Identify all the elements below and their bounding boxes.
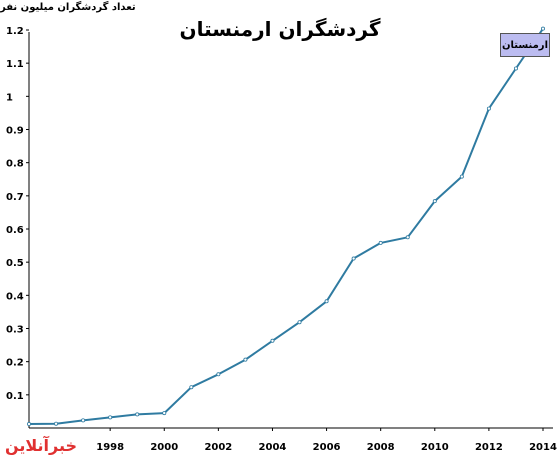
watermark-logo-text: خبرآنلاین	[6, 435, 76, 455]
x-tick-label: 2014	[529, 442, 557, 453]
data-point	[324, 299, 329, 304]
data-point	[216, 372, 221, 377]
y-tick-label: 0.7	[6, 192, 24, 203]
data-point	[26, 422, 31, 427]
data-point	[162, 411, 167, 416]
series-line	[28, 28, 544, 425]
y-tick-label: 0.2	[6, 358, 24, 369]
chart-title: گردشگران ارمنستان	[179, 17, 381, 41]
watermark-logo: خبرآنلاین	[6, 435, 76, 455]
data-point	[81, 418, 86, 423]
legend-item-series: ارمنستان	[500, 33, 550, 57]
data-point	[270, 338, 275, 343]
y-tick-label: 1.2	[6, 26, 24, 37]
x-tick-label: 2012	[475, 442, 503, 453]
data-point	[54, 421, 59, 426]
data-point	[189, 385, 194, 390]
y-tick-group: 0.1 0.2 0.3 0.4 0.5 0.6 0.7 0.8 0.9 1 1.1 1.2	[6, 26, 29, 402]
data-point	[378, 240, 383, 245]
x-tick-label: 1998	[96, 442, 124, 453]
series-group	[26, 26, 546, 427]
data-point	[135, 412, 140, 417]
x-tick-label: 2008	[367, 442, 395, 453]
data-point	[297, 320, 302, 325]
y-tick-label: 0.6	[6, 225, 24, 236]
data-point	[351, 256, 356, 261]
y-tick-label: 0.5	[6, 258, 24, 269]
data-point	[486, 106, 491, 111]
data-point	[243, 357, 248, 362]
y-tick-label: 0.1	[6, 391, 24, 402]
data-point	[513, 66, 518, 71]
data-point	[432, 199, 437, 204]
x-tick-group: 1998 2000 2002 2004 2006 2008 2010 2012 2014	[96, 428, 557, 453]
x-tick-label: 2000	[150, 442, 178, 453]
y-tick-label: 0.8	[6, 159, 24, 170]
data-point	[108, 415, 113, 420]
y-tick-label: 0.9	[6, 126, 24, 137]
y-tick-label: 1	[6, 92, 13, 103]
x-tick-label: 2010	[421, 442, 449, 453]
y-tick-label: 0.4	[6, 291, 24, 302]
data-point	[459, 174, 464, 179]
x-tick-label: 2004	[259, 442, 287, 453]
y-tick-label: 1.1	[6, 59, 24, 70]
y-axis-title: تعداد گردشگران میلیون نفر	[0, 2, 136, 13]
x-tick-label: 2006	[313, 442, 341, 453]
y-tick-label: 0.3	[6, 325, 24, 336]
data-point	[405, 235, 410, 240]
data-point	[541, 26, 546, 31]
x-tick-label: 2002	[204, 442, 232, 453]
